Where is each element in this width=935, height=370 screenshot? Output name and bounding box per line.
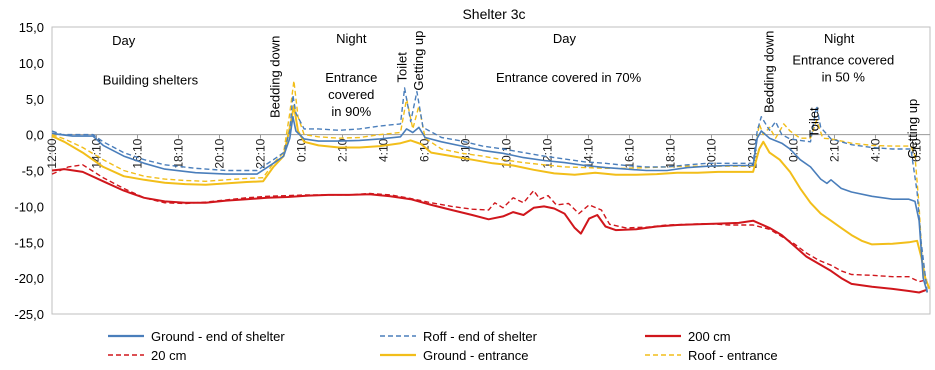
y-tick-label: 5,0 [26,92,44,107]
x-tick-label: 16:10 [130,138,144,168]
annotation-label: Getting up [905,99,920,159]
annotation-label: covered [328,87,374,102]
series-line-200-cm [51,168,928,294]
y-axis-ticks: 15,0 10,0 5,0 0,0 -5,0 -10,0 -15,0 -20,0 -25,0 [14,20,44,322]
plot-area [51,26,931,315]
y-tick-label: -10,0 [14,199,44,214]
legend-label: Ground - end of shelter [151,329,285,344]
y-tick-label: 15,0 [19,20,44,35]
legend-item: Ground - entrance [380,348,529,363]
annotation-label: Bedding down [762,31,777,113]
annotation-label: Day [112,33,136,48]
legend-item: 20 cm [108,348,186,363]
x-tick-label: 18:10 [663,138,677,168]
annotation-label: Entrance covered in 70% [496,70,642,85]
annotation-label: Toilet [807,107,822,138]
y-tick-label: -15,0 [14,235,44,250]
x-tick-label: 22:10 [253,138,267,168]
annotation-label: Night [824,31,855,46]
x-tick-label: 14:10 [89,138,103,168]
legend-label: 200 cm [688,329,731,344]
annotation-label: Building shelters [103,72,199,87]
annotation-label: in 50 % [822,69,866,84]
x-tick-label: 0:10 [294,138,308,162]
legend-item: Roff - end of shelter [380,329,538,344]
annotation-label: Day [553,31,577,46]
x-tick-label: 20:10 [212,138,226,168]
series-lines [51,80,931,294]
y-tick-label: -25,0 [14,307,44,322]
legend-label: Roof - entrance [688,348,778,363]
y-tick-label: -5,0 [22,164,44,179]
annotation-label: Entrance [325,70,377,85]
x-axis-ticks: 12:00 14:10 16:10 18:10 20:10 22:10 0:10 2:10 4:… [45,134,923,169]
series-line-roof-entrance [51,80,928,293]
legend-item: 200 cm [645,329,731,344]
x-tick-label: 6:10 [909,138,923,162]
legend-item: Roof - entrance [645,348,778,363]
series-line-roff-end-of-shelter [51,87,928,293]
chart-title: Shelter 3c [462,6,525,22]
annotation-label: in 90% [331,104,371,119]
legend-item: Ground - end of shelter [108,329,285,344]
annotation-label: Bedding down [268,36,283,118]
x-tick-label: 18:10 [171,138,185,168]
annotation-label: Toilet [395,52,410,83]
y-tick-label: -20,0 [14,271,44,286]
x-tick-label: 2:10 [335,138,349,162]
x-tick-label: 14:10 [581,138,595,168]
x-tick-label: 12:00 [45,138,59,168]
x-tick-label: 2:10 [827,138,841,162]
x-tick-label: 20:10 [704,138,718,168]
legend-label: Ground - entrance [423,348,529,363]
legend: Ground - end of shelter Roff - end of she… [108,329,778,363]
x-tick-label: 8:10 [458,138,472,162]
annotation-label: Getting up [411,31,426,91]
annotation-label: Entrance covered [792,52,894,67]
y-tick-label: 0,0 [26,128,44,143]
annotations: Day Building shelters Bedding down Night Ent… [103,31,920,159]
series-line-ground-entrance [51,104,931,290]
x-tick-label: 4:10 [376,138,390,162]
legend-label: Roff - end of shelter [423,329,538,344]
y-tick-label: 10,0 [19,56,44,71]
series-line-ground-end-of-shelter [51,115,929,293]
legend-label: 20 cm [151,348,186,363]
annotation-label: Night [336,31,367,46]
plot-border [51,26,931,315]
x-tick-label: 16:10 [622,138,636,168]
x-tick-label: 4:10 [868,138,882,162]
